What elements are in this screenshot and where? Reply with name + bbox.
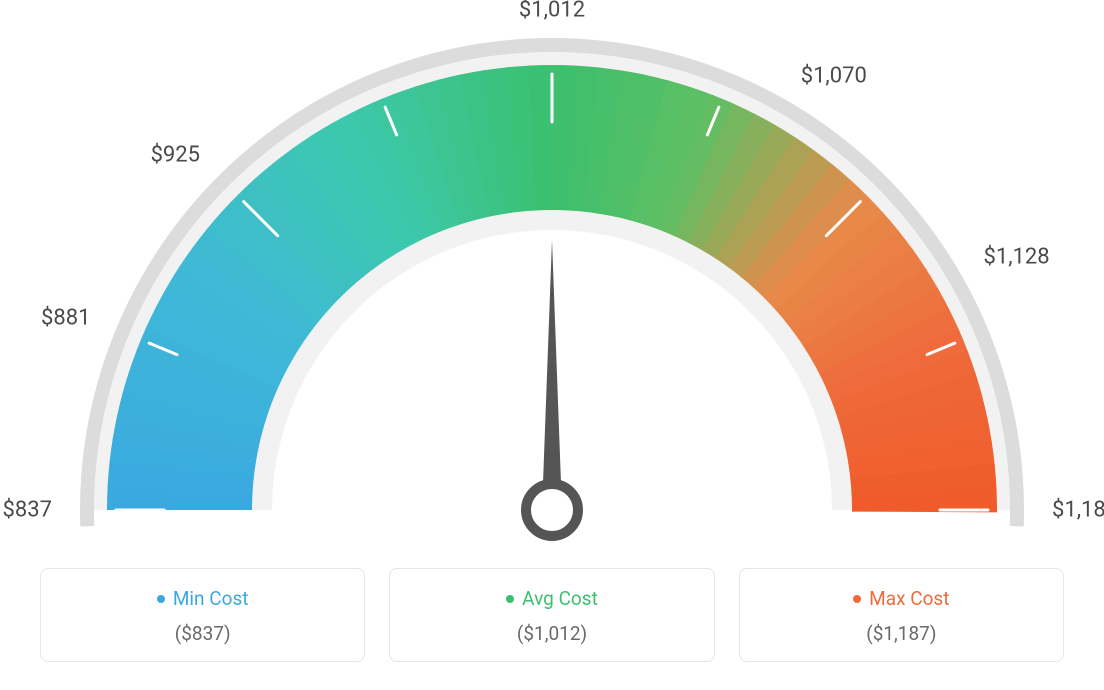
legend-min-dot (157, 595, 165, 603)
legend-avg-value: ($1,012) (400, 622, 703, 645)
gauge-tick-label: $1,187 (1052, 498, 1104, 523)
legend-max-title: Max Cost (853, 587, 949, 610)
legend-max-label: Max Cost (869, 587, 949, 610)
legend-card-max: Max Cost ($1,187) (739, 568, 1064, 662)
legend-row: Min Cost ($837) Avg Cost ($1,012) Max Co… (40, 568, 1064, 662)
legend-card-avg: Avg Cost ($1,012) (389, 568, 714, 662)
legend-avg-label: Avg Cost (522, 587, 598, 610)
gauge-tick-label: $925 (151, 142, 200, 167)
gauge-tick-label: $881 (41, 305, 90, 330)
legend-avg-dot (506, 595, 514, 603)
gauge-tick-label: $1,012 (519, 0, 585, 23)
gauge-tick-label: $1,070 (801, 64, 867, 89)
legend-avg-title: Avg Cost (506, 587, 598, 610)
legend-min-title: Min Cost (157, 587, 249, 610)
gauge-chart: $837$881$925$1,012$1,070$1,128$1,187 (42, 20, 1062, 540)
legend-min-label: Min Cost (173, 587, 249, 610)
gauge-tick-label: $1,128 (984, 245, 1050, 270)
legend-max-dot (853, 595, 861, 603)
legend-max-value: ($1,187) (750, 622, 1053, 645)
legend-card-min: Min Cost ($837) (40, 568, 365, 662)
legend-min-value: ($837) (51, 622, 354, 645)
gauge-tick-label: $837 (3, 498, 52, 523)
gauge-svg (42, 20, 1062, 560)
